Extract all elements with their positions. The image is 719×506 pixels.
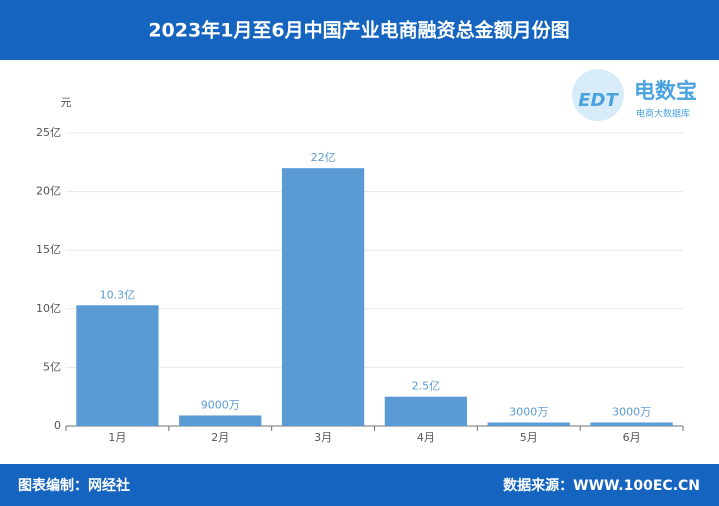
y-tick-label: 10亿 xyxy=(36,302,61,315)
y-tick-label: 20亿 xyxy=(36,185,61,198)
logo-cloud xyxy=(572,69,624,121)
x-tick-label: 1月 xyxy=(108,431,126,444)
y-tick-label: 0 xyxy=(54,419,61,432)
footer-right: 数据来源：WWW.100EC.CN xyxy=(503,477,700,494)
x-tick-label: 6月 xyxy=(623,431,641,444)
chart-title: 2023年1月至6月中国产业电商融资总金额月份图 xyxy=(148,19,569,42)
y-tick-label: 15亿 xyxy=(36,243,61,256)
logo: EDT 电数宝 电商大数据库 xyxy=(572,69,697,121)
x-tick-label: 4月 xyxy=(417,431,435,444)
value-label: 3000万 xyxy=(612,405,651,418)
value-label: 22亿 xyxy=(311,151,336,164)
y-tick-label: 25亿 xyxy=(36,126,61,139)
bar xyxy=(384,396,468,426)
bar xyxy=(179,415,262,426)
x-tick-label: 3月 xyxy=(314,431,332,444)
value-label: 2.5亿 xyxy=(412,380,441,393)
logo-tagline: 电商大数据库 xyxy=(636,108,690,120)
value-label: 10.3亿 xyxy=(100,288,136,301)
logo-mark: EDT xyxy=(578,90,619,111)
value-label: 3000万 xyxy=(509,405,548,418)
bar xyxy=(76,305,159,426)
y-axis-label: 元 xyxy=(61,96,72,109)
bar xyxy=(281,168,365,426)
logo-name: 电数宝 xyxy=(634,79,697,103)
header-bar xyxy=(0,0,719,60)
y-tick-label: 5亿 xyxy=(43,360,61,373)
footer-left: 图表编制：网经社 xyxy=(18,477,130,494)
value-label: 9000万 xyxy=(201,398,240,411)
bar xyxy=(590,422,673,426)
bar xyxy=(487,422,570,426)
x-tick-label: 2月 xyxy=(211,431,229,444)
x-tick-label: 5月 xyxy=(520,431,538,444)
footer-bar xyxy=(0,464,719,506)
